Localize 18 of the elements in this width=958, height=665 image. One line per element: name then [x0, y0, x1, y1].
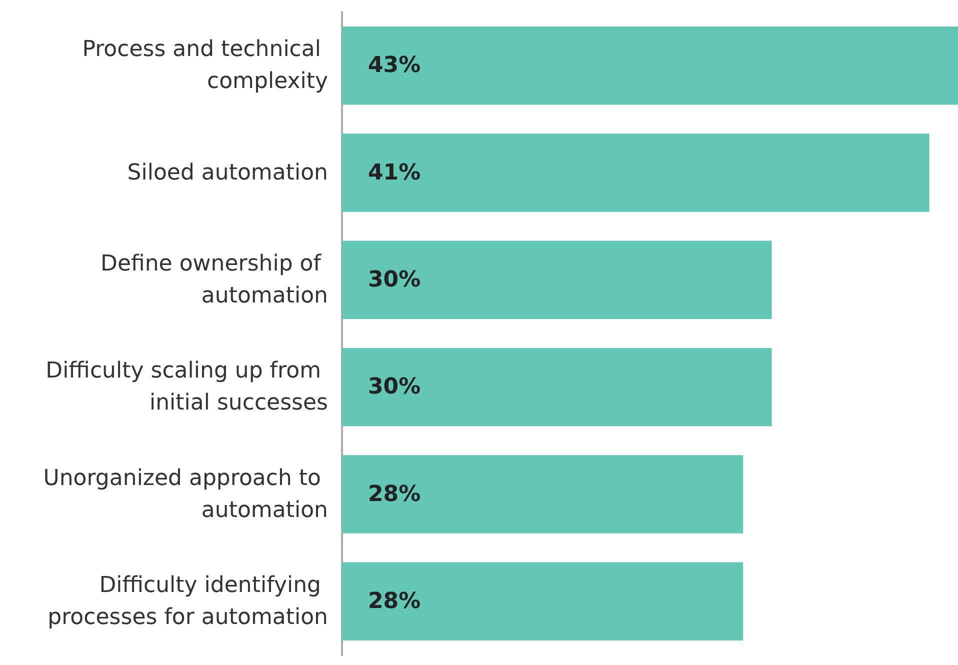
bar	[342, 26, 958, 105]
y-tick-label: Process and technical complexity	[82, 37, 328, 94]
y-tick-label: Difficulty scaling up from initial successes	[46, 358, 328, 416]
bar	[342, 562, 744, 641]
data-label: 41%	[368, 160, 421, 186]
bar	[342, 455, 744, 534]
y-tick-label: Difficulty identifying processes for automation	[48, 572, 328, 630]
data-label: 30%	[368, 267, 421, 292]
bar	[342, 240, 772, 320]
y-tick-label: Unorganized approach to automation	[43, 466, 328, 523]
data-label: 30%	[368, 374, 421, 400]
bar	[342, 134, 930, 212]
data-label: 28%	[368, 482, 421, 507]
y-tick-label: Siloed automation	[127, 160, 328, 186]
bar	[342, 348, 772, 426]
data-label: 43%	[368, 53, 421, 78]
data-label: 28%	[368, 588, 421, 614]
y-tick-label: Define ownership of automation	[100, 251, 328, 308]
